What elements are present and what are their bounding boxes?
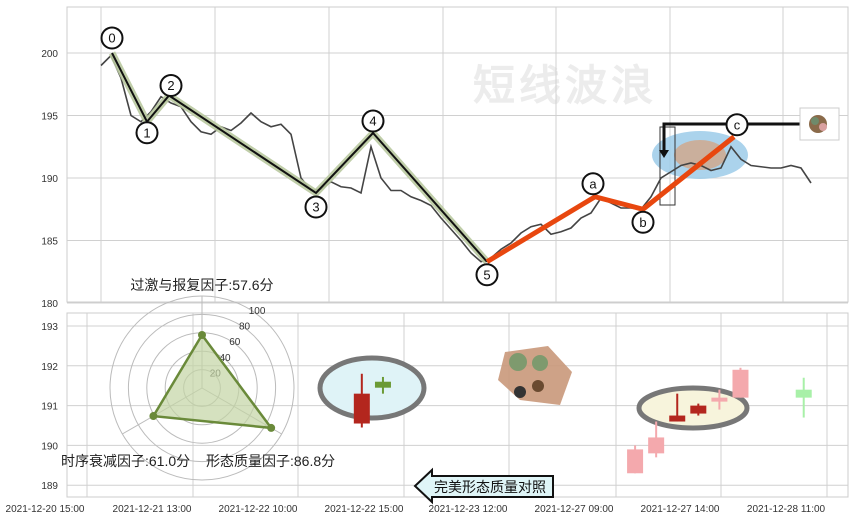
- price-y-axis: 200 195 190 185 180: [41, 49, 58, 310]
- y-tick-label: 191: [41, 402, 58, 413]
- wave-label-circle: [135, 121, 159, 145]
- selection-rect: [659, 126, 676, 206]
- x-tick-label: 2021-12-28 11:00: [747, 504, 826, 515]
- y-tick-label: 185: [41, 237, 58, 248]
- y-tick-label: 195: [41, 112, 58, 123]
- wave-label: 2: [167, 78, 174, 93]
- x-tick-label: 2021-12-27 09:00: [535, 504, 614, 515]
- wave-label-circle: [361, 109, 385, 133]
- candle-y-axis: 193 192 191 190 189: [41, 322, 58, 492]
- y-tick-label: 192: [41, 362, 58, 373]
- wave-label: b: [639, 215, 646, 230]
- x-tick-label: 2021-12-22 15:00: [325, 504, 404, 515]
- candle-body: [353, 393, 370, 424]
- watermark-text: 短线波浪: [473, 62, 657, 109]
- wave-label-circle: [159, 74, 183, 97]
- radar-chart: 20406080100过激与报复因子:57.6分时序衰减因子:61.0分形态质量…: [61, 277, 335, 481]
- wave-label-circle: [475, 263, 499, 287]
- radar-point: [149, 412, 158, 421]
- thumbnail-button[interactable]: [799, 107, 840, 141]
- radar-tick-label: 40: [220, 353, 232, 364]
- x-tick-label: 2021-12-23 12:00: [429, 504, 508, 515]
- pointer-arrow-line: [662, 122, 800, 150]
- candle-body: [374, 381, 391, 388]
- wave-label: 1: [143, 125, 150, 140]
- wave-label: c: [734, 117, 741, 132]
- radar-axis-label: 形态质量因子:86.8分: [206, 453, 335, 469]
- impulse-wave-line: [111, 52, 488, 263]
- pattern-image: [498, 346, 572, 405]
- compare-callout-label: 完美形态质量对照: [434, 479, 546, 495]
- pattern-ellipse-1: [317, 355, 427, 421]
- candle-body: [795, 389, 812, 398]
- candle-body: [732, 369, 749, 398]
- compare-callout-button[interactable]: 完美形态质量对照: [413, 467, 554, 505]
- y-tick-label: 180: [41, 299, 58, 310]
- y-tick-label: 190: [41, 174, 58, 185]
- wave-label-circle: [304, 195, 328, 219]
- wave-label-circle: [581, 172, 605, 196]
- correction-wave-line: [485, 134, 736, 264]
- radar-tick-label: 60: [229, 337, 241, 348]
- radar-axis-label: 时序衰减因子:61.0分: [61, 453, 190, 469]
- x-axis: 2021-12-20 15:00 2021-12-21 13:00 2021-12-…: [6, 504, 826, 515]
- wave-label-circle: [631, 210, 655, 234]
- x-tick-label: 2021-12-27 14:00: [641, 504, 720, 515]
- pointer-arrowhead: [659, 150, 669, 158]
- x-tick-label: 2021-12-22 10:00: [219, 504, 298, 515]
- wave-labels: 0 1 2 3 4 5 a b c: [100, 26, 749, 287]
- wave-label: 3: [312, 200, 319, 215]
- wave-label-circle: [725, 113, 749, 137]
- highlight-ellipse-brown: [674, 140, 726, 170]
- radar-axis-label: 过激与报复因子:57.6分: [130, 277, 273, 293]
- candle-body: [669, 415, 686, 422]
- radar-tick-label: 100: [249, 306, 266, 317]
- y-tick-label: 190: [41, 441, 58, 452]
- wave-label-circle: [100, 26, 124, 50]
- wave-label: 0: [108, 31, 115, 46]
- y-tick-label: 189: [41, 481, 58, 492]
- radar-point: [198, 331, 206, 340]
- radar-area: [151, 332, 274, 430]
- candle-body: [690, 405, 707, 414]
- wave-label: a: [589, 176, 597, 191]
- price-panel-grid: [66, 6, 849, 304]
- wave-lines: [108, 51, 736, 265]
- candle-body: [711, 397, 728, 402]
- wave-label: 4: [369, 114, 376, 129]
- x-tick-label: 2021-12-20 15:00: [6, 504, 85, 515]
- radar-point: [267, 423, 276, 432]
- x-tick-label: 2021-12-21 13:00: [113, 504, 192, 515]
- y-tick-label: 193: [41, 322, 58, 333]
- wave-label: 5: [483, 267, 490, 282]
- candles: [353, 367, 812, 474]
- candle-body: [648, 437, 665, 454]
- price-plot-frame: [66, 6, 849, 303]
- radar-tick-label: 80: [239, 322, 251, 333]
- candle-body: [627, 449, 644, 474]
- y-tick-label: 200: [41, 49, 58, 60]
